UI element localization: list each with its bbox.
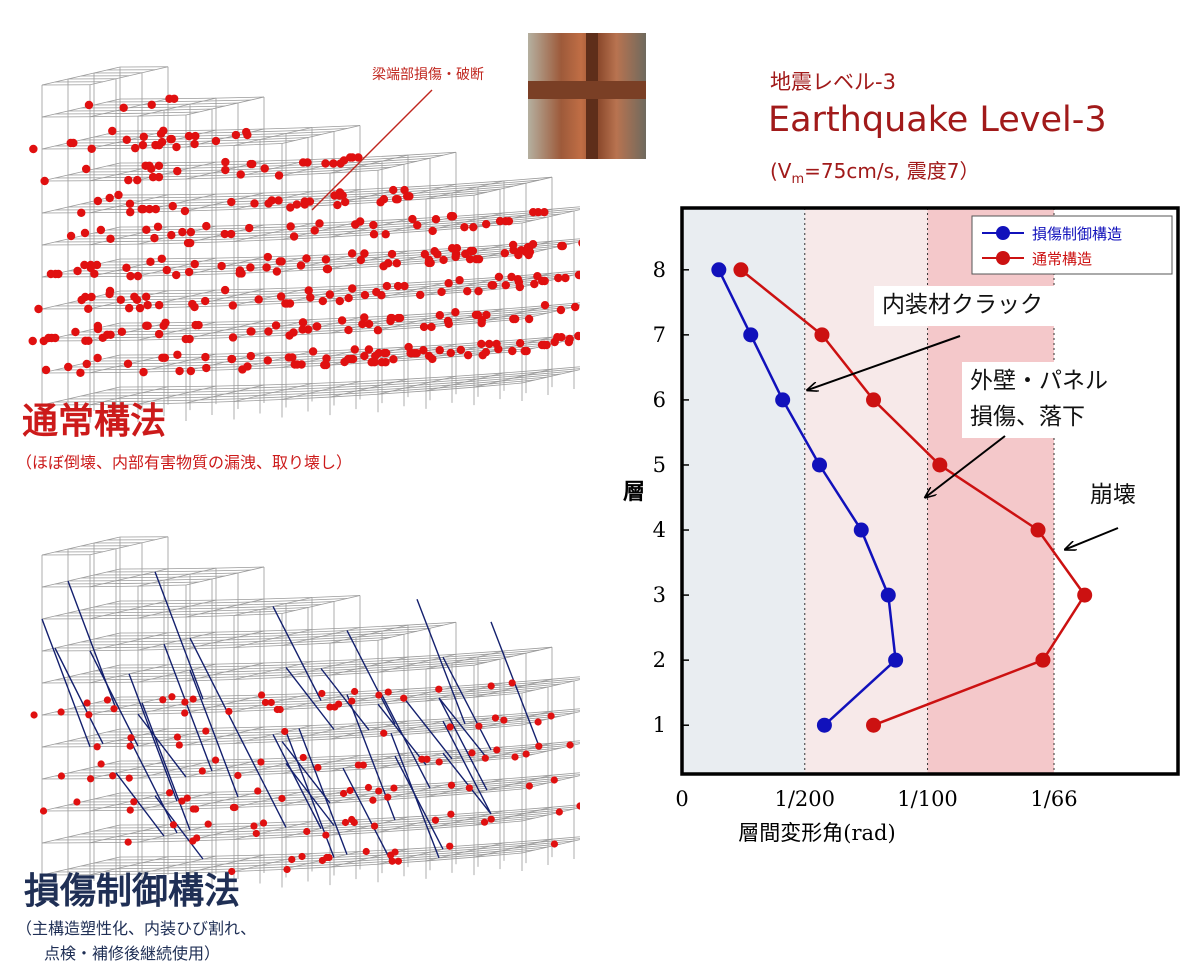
y-tick-label-2: 2 (653, 648, 666, 672)
series-2-point-floor-7 (814, 327, 830, 343)
y-tick-label-5: 5 (653, 453, 666, 477)
x-axis-label: 層間変形角(rad) (738, 821, 895, 845)
x-tick-label-1: 0 (675, 787, 688, 811)
y-tick-label-8: 8 (653, 258, 666, 282)
series-1-point-floor-6 (775, 392, 791, 408)
series-line-1 (717, 269, 897, 727)
beam-damage-label: 梁端部損傷・破断 (372, 67, 484, 83)
y-axis-label: 層 (623, 480, 645, 505)
series-1-point-floor-5 (812, 457, 828, 473)
series-2-point-floor-4 (1030, 522, 1046, 538)
series-2-point-floor-3 (1077, 587, 1093, 603)
zone-1 (682, 208, 805, 774)
controlled-subtitle-line1: （主構造塑性化、内装ひび割れ、 (16, 919, 257, 938)
y-tick-label-4: 4 (653, 518, 666, 542)
conventional-frame-diagram (28, 66, 580, 423)
controlled-subtitle-line2: 点検・補修後継続使用） (44, 944, 221, 963)
level-title-jp: 地震レベル-3 (770, 70, 896, 94)
legend-label-1: 損傷制御構造 (1032, 225, 1122, 243)
series-2-point-floor-6 (866, 392, 882, 408)
annotation-text-1-1: 内装材クラック (882, 292, 1043, 318)
series-2-point-floor-8 (733, 262, 749, 278)
condition-suffix: =75cm/s, 震度7） (804, 159, 980, 183)
annotation-arrow-3 (1065, 527, 1119, 550)
damage-controlled-frame-diagram (30, 536, 580, 893)
zone-boundaries (804, 208, 1055, 774)
controlled-title: 損傷制御構法 (24, 871, 241, 912)
beam-damage-photo (528, 33, 646, 159)
y-axis-ticks: 1 2 3 4 5 6 7 8 (653, 258, 689, 737)
series-1-point-floor-3 (880, 587, 896, 603)
annotation-text-2-2: 損傷、落下 (970, 404, 1085, 430)
annotation-arrow-1 (807, 335, 961, 390)
series-2-point-floor-2 (1035, 652, 1051, 668)
level-title-en: Earthquake Level-3 (768, 100, 1107, 140)
series-1-point-floor-4 (853, 522, 869, 538)
legend-label-2: 通常構造 (1032, 250, 1092, 268)
series-2-point-floor-1 (866, 717, 882, 733)
series-lines (711, 262, 1093, 733)
series-1-point-floor-8 (711, 262, 727, 278)
conventional-title: 通常構法 (22, 401, 167, 442)
x-tick-label-3: 1/100 (897, 787, 958, 811)
y-tick-label-6: 6 (653, 388, 666, 412)
series-2-point-floor-5 (932, 457, 948, 473)
y-tick-label-1: 1 (653, 713, 666, 737)
condition-prefix: (V (770, 159, 792, 183)
annotation-arrow-2 (925, 435, 1006, 498)
y-tick-label-3: 3 (653, 583, 666, 607)
annotation-text-3-1: 崩壊 (1090, 482, 1136, 508)
series-line-2 (740, 268, 1087, 727)
condition-subscript: m (791, 172, 805, 187)
conventional-subtitle: （ほぼ倒壊、内部有害物質の漏洩、取り壊し） (16, 453, 353, 472)
annotation-bg-3 (1082, 476, 1142, 516)
x-tick-label-2: 1/200 (775, 787, 836, 811)
x-tick-label-4: 1/66 (1030, 787, 1077, 811)
x-axis-ticks: 0 1/200 1/100 1/66 (675, 787, 1077, 811)
series-1-point-floor-1 (816, 717, 832, 733)
series-1-point-floor-2 (888, 652, 904, 668)
y-tick-label-7: 7 (653, 323, 666, 347)
legend-marker-1 (996, 226, 1010, 240)
annotation-text-2-1: 外壁・パネル (970, 368, 1108, 394)
legend-marker-2 (996, 251, 1010, 265)
annotation-bg-2 (962, 362, 1132, 438)
level-condition: (Vm=75cm/s, 震度7） (770, 155, 979, 187)
plot-frame (680, 206, 1180, 776)
series-1-point-floor-7 (743, 327, 759, 343)
annotation-bg-1 (874, 286, 1084, 326)
